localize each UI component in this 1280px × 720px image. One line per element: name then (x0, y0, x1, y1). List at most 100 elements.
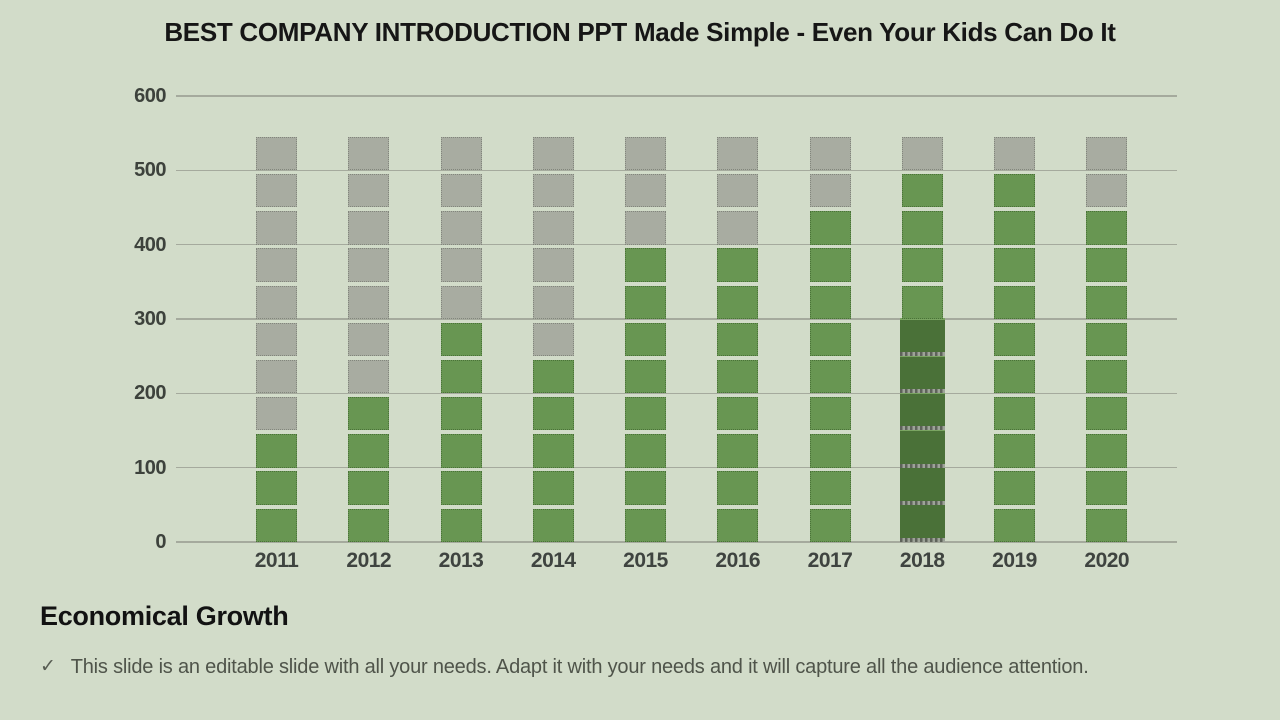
chart-block (717, 136, 759, 171)
chart-block (717, 508, 759, 542)
chart-block (1086, 471, 1128, 505)
y-axis-tick-label: 200 (134, 382, 166, 405)
chart-block (809, 248, 851, 282)
chart-block (994, 322, 1035, 357)
chart-block (625, 471, 666, 505)
chart-block (440, 397, 482, 431)
chart-block (348, 136, 390, 171)
chart-block (532, 174, 574, 208)
chart-block (532, 471, 574, 505)
chart-block (348, 508, 390, 542)
chart-block (994, 434, 1035, 468)
chart-block (809, 211, 851, 245)
chart-block (717, 322, 759, 357)
chart-block (1086, 136, 1128, 171)
chart-block (348, 471, 390, 505)
chart-block (809, 434, 851, 468)
gridline (176, 243, 1177, 246)
chart-block (625, 508, 666, 542)
chart-block (901, 136, 943, 171)
chart-block (625, 434, 666, 468)
chart-block (625, 211, 666, 245)
chart-block (532, 136, 574, 171)
chart-block (532, 434, 574, 468)
y-axis-tick-label: 500 (134, 159, 166, 182)
chart-block (625, 322, 666, 357)
x-axis-year-label: 2012 (346, 549, 392, 572)
gridline (176, 541, 1177, 543)
selection-dash-strip (899, 537, 945, 542)
chart-block (994, 248, 1035, 282)
x-axis-year-label: 2011 (254, 549, 299, 572)
chart-block (994, 211, 1035, 245)
chart-block (994, 174, 1035, 208)
chart-block (440, 434, 482, 468)
chart-block (625, 248, 666, 282)
chart-block (809, 285, 851, 319)
selection-dash-strip (899, 426, 945, 431)
chart-block (256, 359, 297, 394)
y-axis-tick-label: 100 (134, 456, 166, 479)
chart-block (348, 397, 390, 431)
chart-block (532, 397, 574, 431)
chart-block (994, 285, 1035, 319)
chart-block (901, 285, 943, 319)
chart-block (348, 434, 390, 468)
chart-block (440, 471, 482, 505)
chart-block (256, 322, 297, 357)
y-axis-tick-label: 300 (134, 308, 166, 330)
chart-block (1086, 174, 1128, 208)
chart-block (717, 434, 759, 468)
chart-block (809, 174, 851, 208)
x-axis-year-label: 2015 (623, 549, 668, 572)
chart-block (625, 397, 666, 431)
selection-dash-strip (899, 463, 945, 468)
chart-block (348, 322, 390, 357)
chart-block (256, 174, 297, 208)
chart-block (348, 285, 390, 319)
gridline (176, 466, 1177, 469)
chart-block (899, 429, 945, 468)
chart-block (625, 174, 666, 208)
chart-block (901, 211, 943, 245)
chart-block (532, 359, 574, 394)
gridline (176, 392, 1177, 395)
gridline (176, 318, 1177, 320)
chart-block (532, 322, 574, 357)
gridline (176, 169, 1177, 172)
chart-block (809, 471, 851, 505)
chart-block (994, 136, 1035, 171)
bullet-item: ✓ This slide is an editable slide with a… (40, 655, 1240, 679)
chart-block (717, 211, 759, 245)
chart-block (440, 248, 482, 282)
gridline (176, 95, 1177, 97)
chart-block (532, 285, 574, 319)
chart-block (348, 174, 390, 208)
chart-block (440, 322, 482, 357)
chart-block (256, 136, 297, 171)
chart-block (809, 359, 851, 394)
chart-block (899, 391, 945, 431)
chart-block (717, 174, 759, 208)
checkmark-icon: ✓ (40, 656, 56, 677)
chart-block (809, 397, 851, 431)
chart-block (994, 508, 1035, 542)
chart-block (1086, 397, 1128, 431)
chart-block (532, 508, 574, 542)
chart-block (717, 397, 759, 431)
chart-block (256, 211, 297, 245)
chart-block (994, 397, 1035, 431)
chart-block (717, 285, 759, 319)
block-bar-chart: 0 100 200 300 400 500 600 2011 2012 2013 2014 2015 2… (134, 85, 1177, 572)
chart-block (809, 136, 851, 171)
chart-block (809, 322, 851, 357)
chart-block (625, 285, 666, 319)
chart-block (1086, 248, 1128, 282)
chart-block (717, 471, 759, 505)
chart-block (901, 248, 943, 282)
section-heading: Economical Growth (40, 601, 289, 631)
chart-block (348, 211, 390, 245)
chart-block (1086, 359, 1128, 394)
chart-block (994, 359, 1035, 394)
x-axis-year-label: 2020 (1084, 549, 1130, 572)
